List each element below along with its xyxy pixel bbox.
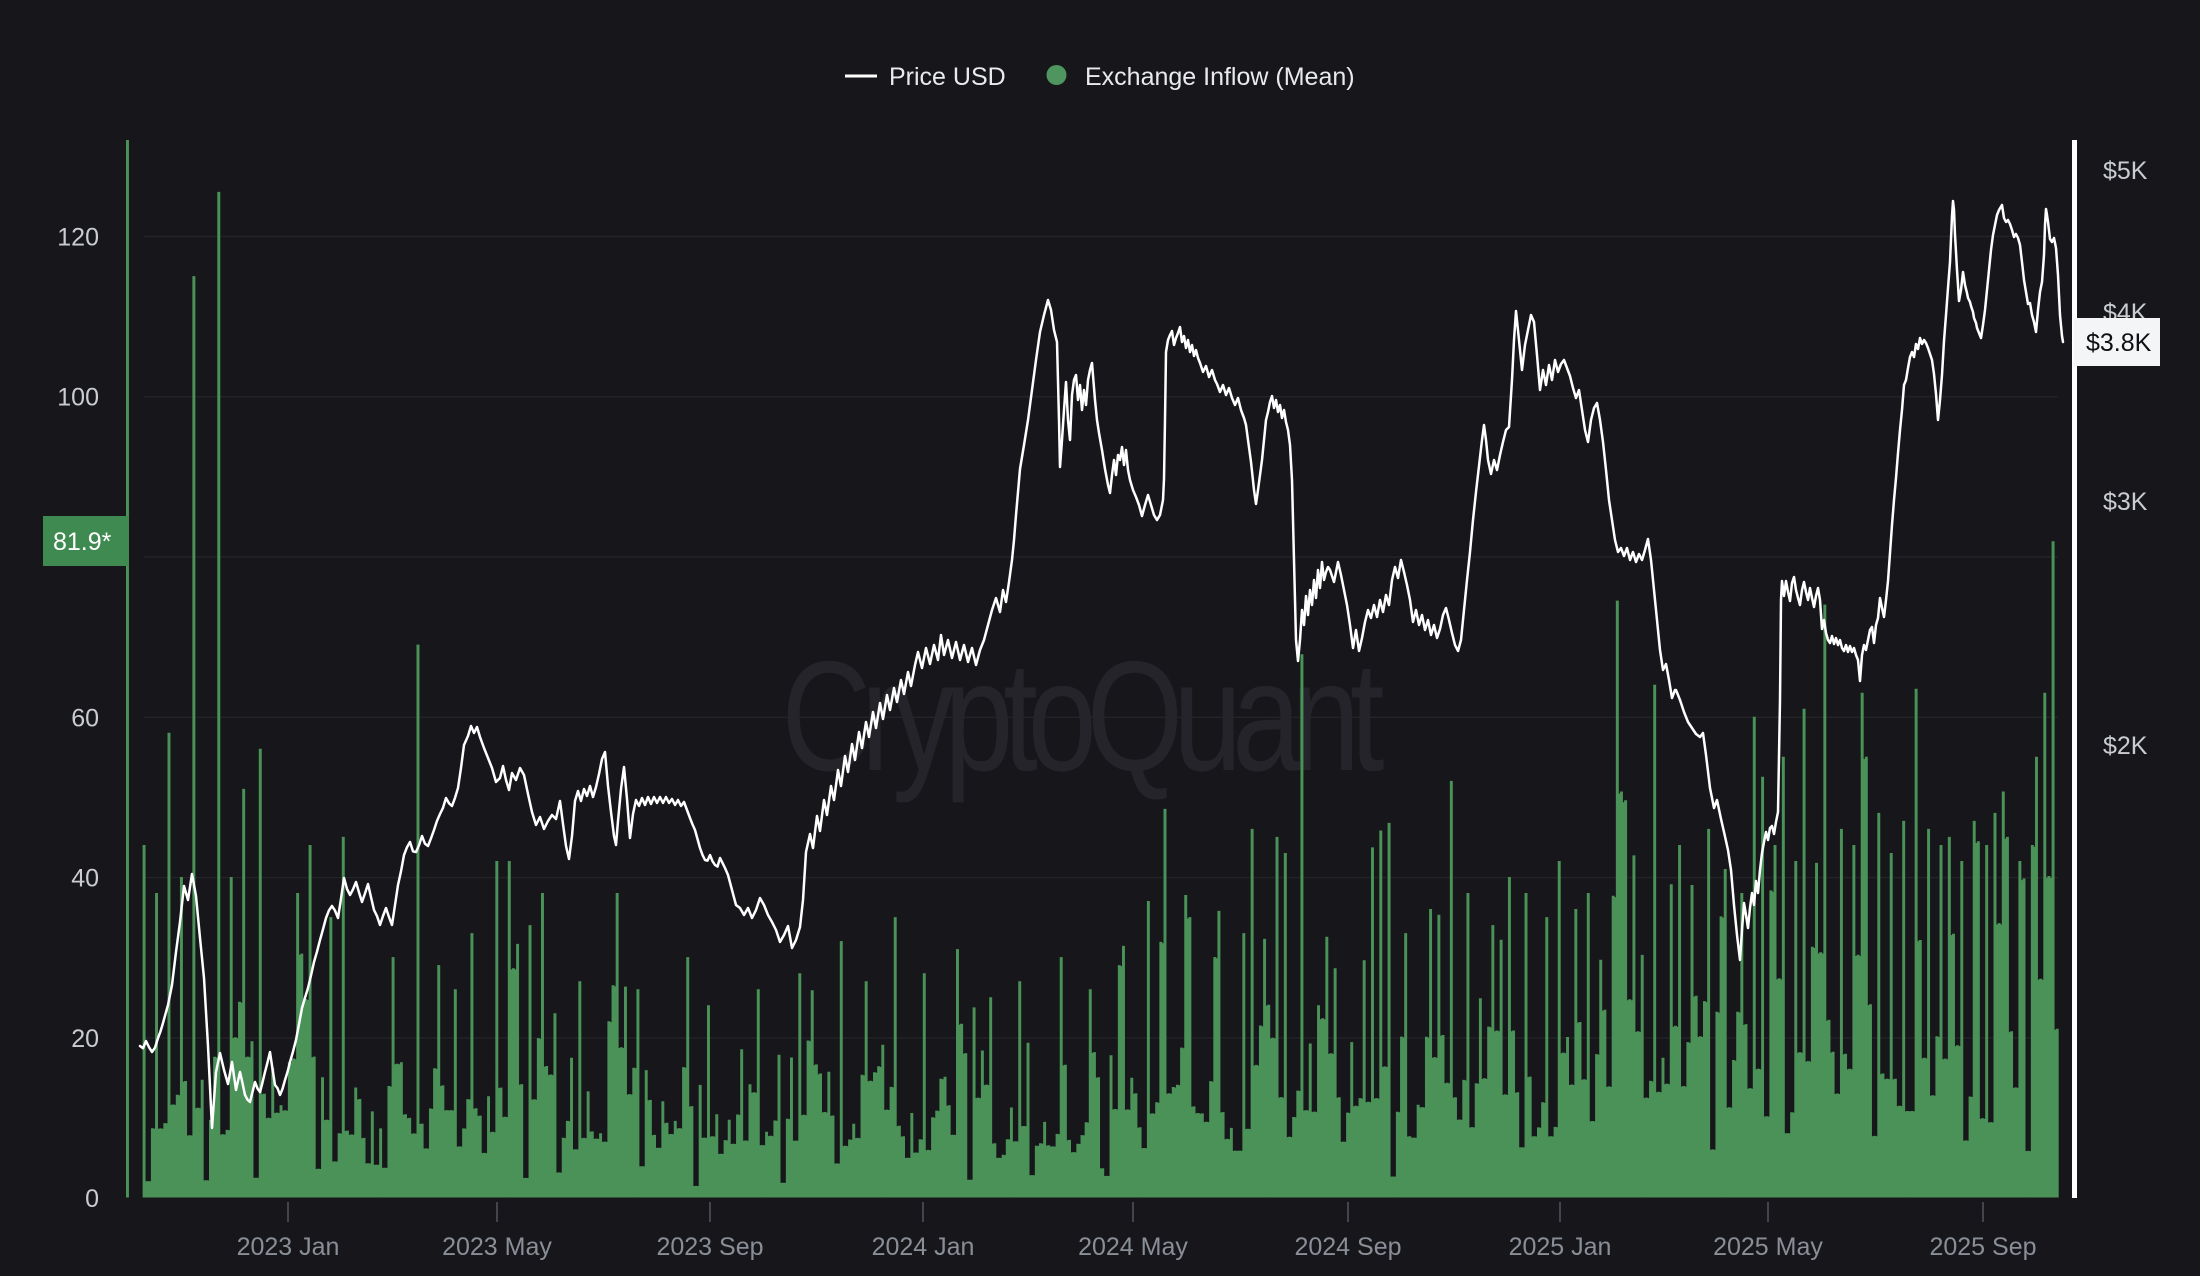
svg-text:2025 Jan: 2025 Jan: [1509, 1233, 1612, 1261]
svg-text:100: 100: [57, 384, 99, 412]
svg-text:2024 Jan: 2024 Jan: [872, 1233, 975, 1261]
svg-text:Price USD: Price USD: [889, 63, 1006, 91]
svg-text:2023 Jan: 2023 Jan: [237, 1233, 340, 1261]
svg-text:0: 0: [85, 1185, 99, 1213]
svg-text:$3K: $3K: [2103, 488, 2148, 516]
svg-text:$5K: $5K: [2103, 157, 2148, 185]
svg-text:$3.8K: $3.8K: [2086, 329, 2152, 357]
svg-text:40: 40: [71, 865, 99, 893]
svg-text:$2K: $2K: [2103, 732, 2148, 760]
svg-text:Exchange Inflow (Mean): Exchange Inflow (Mean): [1085, 63, 1355, 91]
svg-text:81.9*: 81.9*: [53, 528, 112, 556]
svg-text:60: 60: [71, 704, 99, 732]
svg-text:2025 Sep: 2025 Sep: [1929, 1233, 2036, 1261]
svg-text:2024 Sep: 2024 Sep: [1294, 1233, 1401, 1261]
svg-text:2025 May: 2025 May: [1713, 1233, 1823, 1261]
svg-text:2023 Sep: 2023 Sep: [656, 1233, 763, 1261]
svg-text:120: 120: [57, 223, 99, 251]
svg-text:2024 May: 2024 May: [1078, 1233, 1188, 1261]
svg-text:2023 May: 2023 May: [442, 1233, 552, 1261]
svg-text:20: 20: [71, 1025, 99, 1053]
